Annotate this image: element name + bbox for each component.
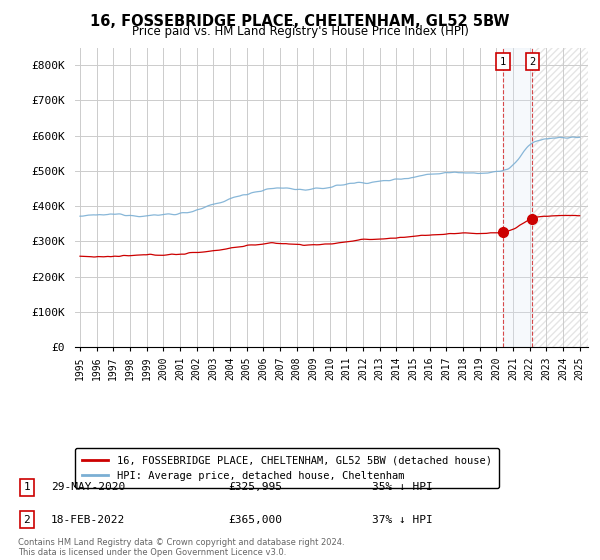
Text: Contains HM Land Registry data © Crown copyright and database right 2024.
This d: Contains HM Land Registry data © Crown c… <box>18 538 344 557</box>
Legend: 16, FOSSEBRIDGE PLACE, CHELTENHAM, GL52 5BW (detached house), HPI: Average price: 16, FOSSEBRIDGE PLACE, CHELTENHAM, GL52 … <box>75 449 499 488</box>
Text: 2: 2 <box>23 515 31 525</box>
Text: £365,000: £365,000 <box>228 515 282 525</box>
Text: Price paid vs. HM Land Registry's House Price Index (HPI): Price paid vs. HM Land Registry's House … <box>131 25 469 38</box>
Text: 18-FEB-2022: 18-FEB-2022 <box>51 515 125 525</box>
Text: 37% ↓ HPI: 37% ↓ HPI <box>372 515 433 525</box>
Text: 29-MAY-2020: 29-MAY-2020 <box>51 482 125 492</box>
Text: 2: 2 <box>529 57 535 67</box>
Text: 1: 1 <box>23 482 31 492</box>
Text: 1: 1 <box>500 57 506 67</box>
Text: 35% ↓ HPI: 35% ↓ HPI <box>372 482 433 492</box>
Bar <box>503 48 532 347</box>
Text: 16, FOSSEBRIDGE PLACE, CHELTENHAM, GL52 5BW: 16, FOSSEBRIDGE PLACE, CHELTENHAM, GL52 … <box>90 14 510 29</box>
Text: £325,995: £325,995 <box>228 482 282 492</box>
Bar <box>532 48 588 347</box>
